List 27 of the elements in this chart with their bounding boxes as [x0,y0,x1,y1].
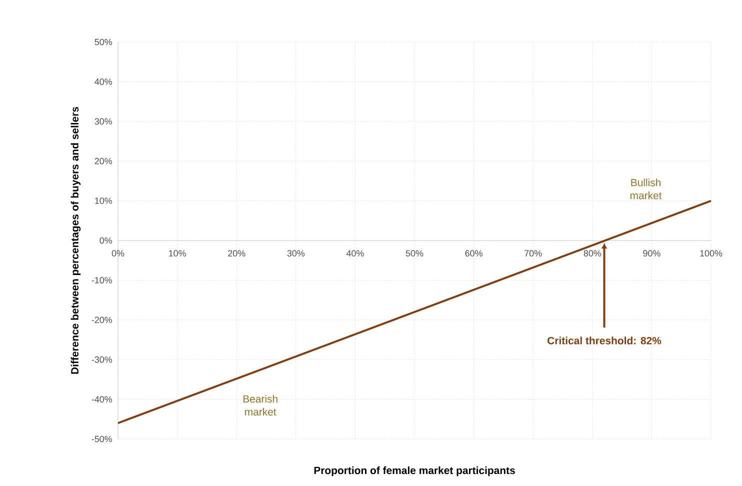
y-tick-label: 50% [94,38,112,46]
y-tick-label: 30% [94,118,112,125]
y-axis-title: Difference between percentages of buyers and sellers [70,106,81,374]
x-tick-label: 90% [643,250,660,256]
y-tick-label: 0% [100,237,112,244]
x-tick-label: 0% [112,250,124,256]
x-tick-label: 50% [406,250,424,256]
x-tick-label: 100% [700,250,722,256]
y-tick-label: 10% [95,198,112,204]
x-axis-title: Proportion of female market participants [314,466,515,476]
y-tick-label: 40% [94,78,112,85]
y-tick-label: -20% [92,316,112,324]
x-tick-label: 30% [287,250,305,256]
x-tick-label: 20% [228,250,246,256]
x-tick-label: 40% [346,250,364,256]
x-tick-label: 70% [524,250,542,256]
annotation: Bearish market [243,394,278,416]
x-tick-label: 80% [584,250,602,256]
y-tick-label: -10% [92,277,112,284]
x-tick-label: 10% [169,250,186,256]
y-tick-label: -30% [92,356,112,363]
annotation: Bullish market [630,178,662,200]
annotation: Critical threshold: 82% [548,336,662,344]
y-tick-label: 20% [94,158,112,164]
x-tick-label: 60% [465,250,482,256]
y-tick-label: -50% [92,436,112,442]
y-tick-label: -40% [92,396,112,402]
